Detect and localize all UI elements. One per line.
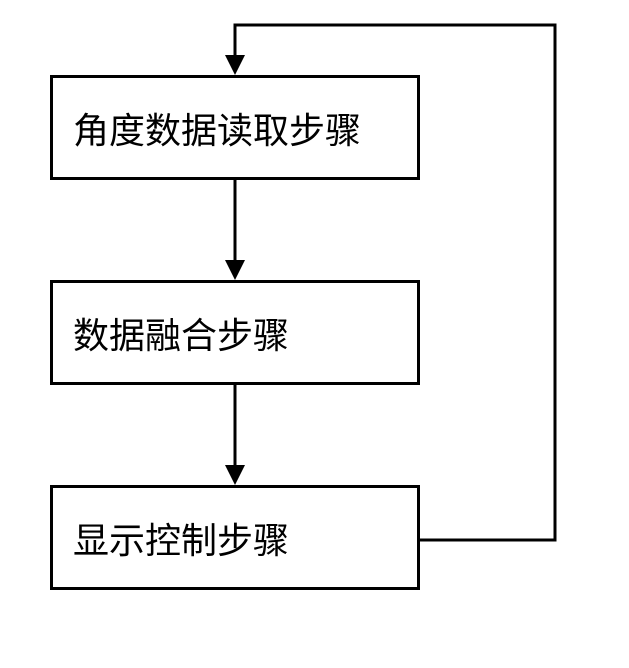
edge-feedback [0,0,629,668]
